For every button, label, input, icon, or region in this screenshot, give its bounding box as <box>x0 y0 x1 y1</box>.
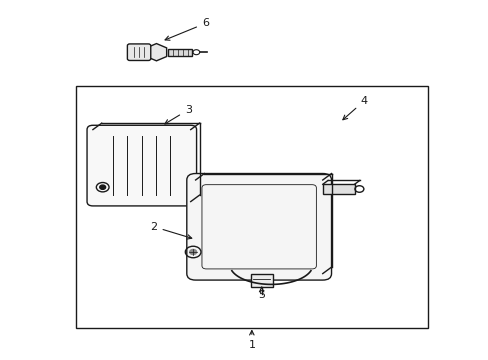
Text: 3: 3 <box>164 105 191 124</box>
FancyBboxPatch shape <box>186 174 331 280</box>
FancyBboxPatch shape <box>127 44 150 60</box>
Circle shape <box>189 249 196 255</box>
Polygon shape <box>146 44 166 61</box>
Text: 1: 1 <box>248 330 255 350</box>
Bar <box>322 184 354 194</box>
Text: 4: 4 <box>342 96 367 120</box>
Bar <box>168 49 192 56</box>
FancyBboxPatch shape <box>87 125 196 206</box>
Text: 2: 2 <box>150 222 191 239</box>
Bar <box>250 274 272 287</box>
Bar <box>76 86 427 328</box>
Text: 5: 5 <box>258 287 264 300</box>
Circle shape <box>100 185 105 189</box>
Text: 6: 6 <box>165 18 208 40</box>
